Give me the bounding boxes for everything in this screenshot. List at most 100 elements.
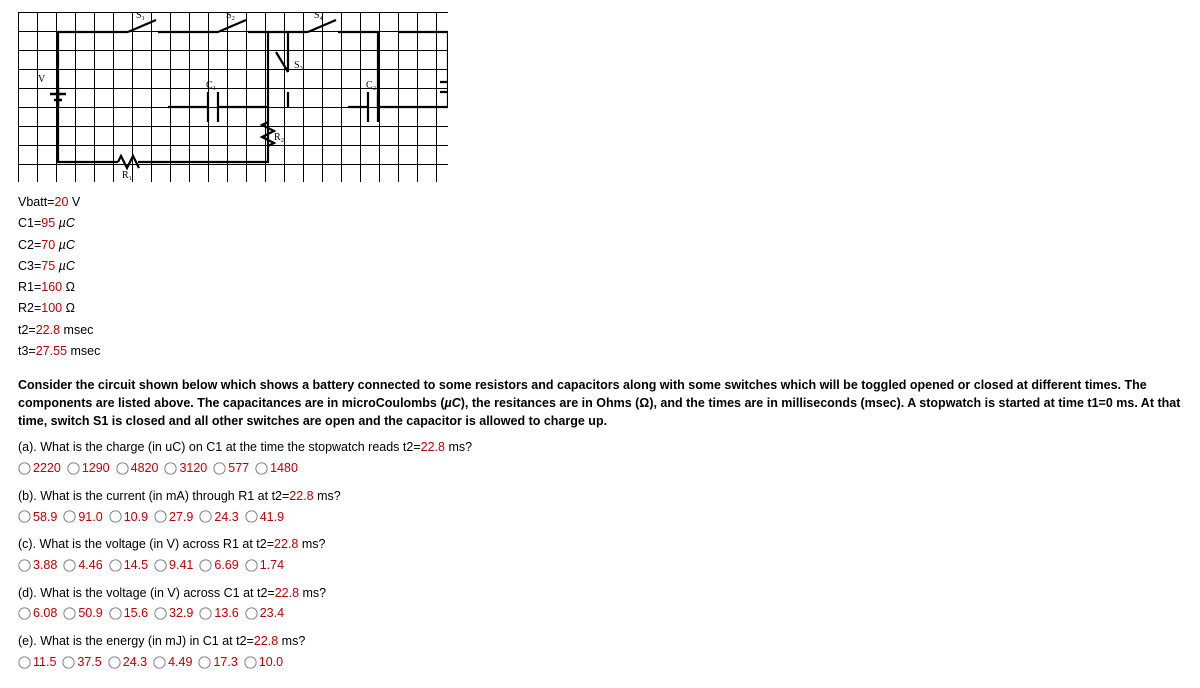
option-label: 9.41 <box>169 556 193 575</box>
option[interactable]: 9.41 <box>154 556 193 575</box>
question-text: (c). What is the voltage (in V) across R… <box>18 535 1182 554</box>
svg-text:S₁: S₁ <box>136 12 145 21</box>
option[interactable]: 6.69 <box>199 556 238 575</box>
option-label: 50.9 <box>78 604 102 623</box>
options-row: 6.08 50.9 15.6 32.9 13.6 23.4 <box>18 604 1182 626</box>
option-radio[interactable] <box>67 462 79 474</box>
option-radio[interactable] <box>245 607 257 619</box>
option[interactable]: 4.49 <box>153 653 192 672</box>
param-line: C2=70 µC <box>18 235 1182 256</box>
option-radio[interactable] <box>18 559 30 571</box>
option-radio[interactable] <box>109 607 121 619</box>
option[interactable]: 3120 <box>164 459 207 478</box>
option[interactable]: 91.0 <box>63 508 102 527</box>
param-key: C3= <box>18 259 41 273</box>
option[interactable]: 10.0 <box>244 653 283 672</box>
question-text: (e). What is the energy (in mJ) in C1 at… <box>18 632 1182 651</box>
option-radio[interactable] <box>199 656 211 668</box>
option[interactable]: 2220 <box>18 459 61 478</box>
option-label: 1.74 <box>260 556 284 575</box>
option-radio[interactable] <box>154 559 166 571</box>
option-radio[interactable] <box>200 559 212 571</box>
option-radio[interactable] <box>153 656 165 668</box>
svg-text:R₂: R₂ <box>274 132 284 143</box>
option[interactable]: 10.9 <box>109 508 148 527</box>
option-label: 1290 <box>82 459 110 478</box>
option-radio[interactable] <box>109 559 121 571</box>
option-radio[interactable] <box>154 511 166 523</box>
option-radio[interactable] <box>244 656 256 668</box>
option-radio[interactable] <box>154 607 166 619</box>
option[interactable]: 11.5 <box>18 653 56 672</box>
param-key: R2= <box>18 301 41 315</box>
option-label: 14.5 <box>124 556 148 575</box>
param-key: C1= <box>18 216 41 230</box>
param-line: t3=27.55 msec <box>18 341 1182 362</box>
option-label: 15.6 <box>124 604 148 623</box>
param-key: C2= <box>18 238 41 252</box>
option-radio[interactable] <box>18 462 30 474</box>
option[interactable]: 41.9 <box>245 508 284 527</box>
svg-text:S₄: S₄ <box>314 12 324 21</box>
option-radio[interactable] <box>165 462 177 474</box>
option-radio[interactable] <box>109 511 121 523</box>
param-line: Vbatt=20 V <box>18 192 1182 213</box>
param-value: 22.8 <box>36 323 60 337</box>
param-unit: msec <box>67 344 100 358</box>
option[interactable]: 14.5 <box>109 556 148 575</box>
option-radio[interactable] <box>63 656 75 668</box>
option[interactable]: 3.88 <box>18 556 57 575</box>
option-radio[interactable] <box>18 511 30 523</box>
option[interactable]: 13.6 <box>199 604 238 623</box>
option[interactable]: 27.9 <box>154 508 193 527</box>
param-unit: µC <box>55 216 75 230</box>
option[interactable]: 58.9 <box>18 508 57 527</box>
param-key: t3= <box>18 344 36 358</box>
circuit-diagram: S₁ S₂ S₄ S₃ C₁ C₂ C₃ R₁ R₂ V <box>18 12 448 182</box>
option-label: 10.0 <box>259 653 283 672</box>
option[interactable]: 6.08 <box>18 604 57 623</box>
option-radio[interactable] <box>200 511 212 523</box>
option[interactable]: 32.9 <box>154 604 193 623</box>
param-value: 160 <box>41 280 62 294</box>
param-unit: V <box>68 195 80 209</box>
option[interactable]: 4.46 <box>63 556 102 575</box>
options-row: 3.88 4.46 14.5 9.41 6.69 1.74 <box>18 556 1182 578</box>
options-row: 11.5 37.5 24.3 4.49 17.3 10.0 <box>18 653 1182 675</box>
option[interactable]: 1290 <box>67 459 110 478</box>
option[interactable]: 37.5 <box>62 653 101 672</box>
option[interactable]: 1.74 <box>245 556 284 575</box>
option-label: 27.9 <box>169 508 193 527</box>
option-radio[interactable] <box>64 607 76 619</box>
option[interactable]: 23.4 <box>245 604 284 623</box>
option[interactable]: 15.6 <box>109 604 148 623</box>
option[interactable]: 24.3 <box>199 508 238 527</box>
option-label: 6.08 <box>33 604 57 623</box>
option[interactable]: 24.3 <box>108 653 147 672</box>
param-line: C3=75 µC <box>18 256 1182 277</box>
question: (b). What is the current (in mA) through… <box>18 487 1182 529</box>
option-radio[interactable] <box>18 656 30 668</box>
option-label: 11.5 <box>33 653 56 672</box>
option-label: 6.69 <box>214 556 238 575</box>
questions: (a). What is the charge (in uC) on C1 at… <box>18 438 1182 674</box>
param-key: R1= <box>18 280 41 294</box>
option-radio[interactable] <box>18 607 30 619</box>
param-line: R2=100 Ω <box>18 298 1182 319</box>
option-radio[interactable] <box>64 511 76 523</box>
option-radio[interactable] <box>108 656 120 668</box>
option-radio[interactable] <box>200 607 212 619</box>
option-radio[interactable] <box>245 511 257 523</box>
option-radio[interactable] <box>214 462 226 474</box>
svg-text:V: V <box>38 74 46 85</box>
option[interactable]: 4820 <box>116 459 159 478</box>
option[interactable]: 50.9 <box>63 604 102 623</box>
option[interactable]: 17.3 <box>198 653 237 672</box>
option-radio[interactable] <box>64 559 76 571</box>
option[interactable]: 1480 <box>255 459 298 478</box>
option-radio[interactable] <box>245 559 257 571</box>
option-radio[interactable] <box>116 462 128 474</box>
option-radio[interactable] <box>255 462 267 474</box>
option[interactable]: 577 <box>213 459 249 478</box>
option-label: 41.9 <box>260 508 284 527</box>
